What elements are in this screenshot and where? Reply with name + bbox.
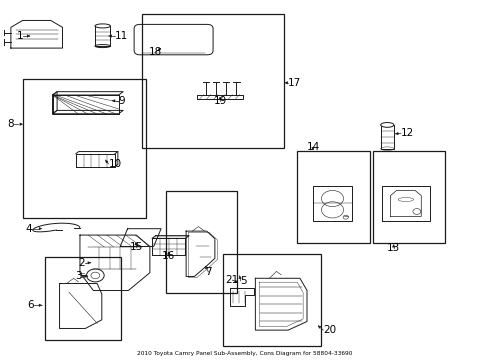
Bar xyxy=(312,186,351,221)
Text: 13: 13 xyxy=(386,243,400,253)
Text: 14: 14 xyxy=(305,142,319,152)
Text: 2010 Toyota Camry Panel Sub-Assembly, Cons Diagram for 58804-33690: 2010 Toyota Camry Panel Sub-Assembly, Co… xyxy=(137,351,351,356)
Text: 1: 1 xyxy=(17,31,23,41)
Bar xyxy=(166,191,237,293)
Text: 10: 10 xyxy=(108,159,122,169)
Bar xyxy=(372,151,444,243)
Text: 16: 16 xyxy=(162,251,175,261)
Text: 21: 21 xyxy=(225,275,239,285)
Text: 9: 9 xyxy=(119,96,125,106)
Ellipse shape xyxy=(95,24,110,28)
Text: 11: 11 xyxy=(115,31,128,41)
Text: 4: 4 xyxy=(25,224,32,234)
Bar xyxy=(45,257,121,340)
Text: 18: 18 xyxy=(148,47,162,57)
Ellipse shape xyxy=(380,122,393,127)
Bar xyxy=(223,254,320,346)
Text: 5: 5 xyxy=(240,276,247,286)
Text: 12: 12 xyxy=(400,128,413,138)
Text: 3: 3 xyxy=(75,271,82,281)
Text: 8: 8 xyxy=(7,119,14,129)
Text: 17: 17 xyxy=(287,78,300,88)
Text: 15: 15 xyxy=(129,242,142,252)
Bar xyxy=(297,151,369,243)
Text: 7: 7 xyxy=(204,267,211,277)
Text: 6: 6 xyxy=(27,300,34,310)
Text: 19: 19 xyxy=(213,96,226,106)
Text: 2: 2 xyxy=(78,258,85,268)
Bar xyxy=(142,14,283,148)
Bar xyxy=(23,79,146,218)
Text: 20: 20 xyxy=(323,325,336,335)
Bar xyxy=(380,125,393,149)
Bar xyxy=(95,26,110,46)
